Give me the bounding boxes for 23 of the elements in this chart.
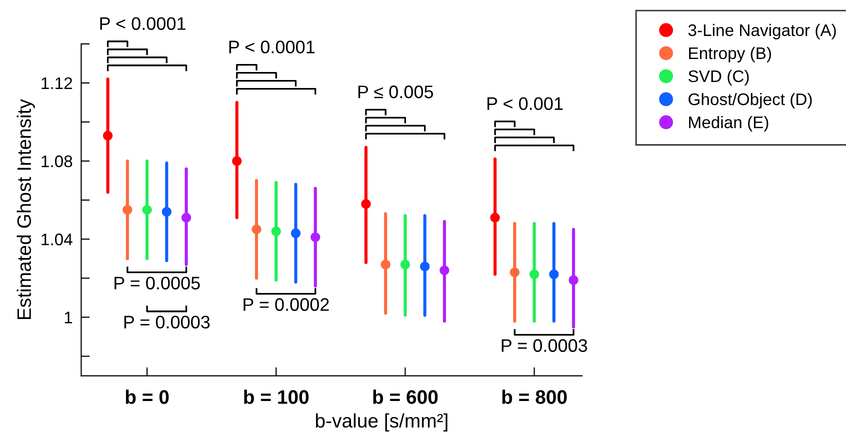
legend-label: Median (E) [689,116,768,132]
y-axis-title: Estimated Ghost Intensity [16,99,35,320]
x-tick-label: b = 100 [244,390,309,404]
legend-label: 3-Line Navigator (A) [688,24,836,40]
annotation: P < 0.001 [487,97,563,110]
x-tick-label: b = 0 [126,390,169,404]
y-tick-label: 1.04 [42,234,72,246]
x-axis-title: b-value [s/mm²] [316,413,448,432]
annotation: P = 0.0003 [502,339,588,352]
y-tick-label: 1.08 [42,155,72,168]
x-tick-label: b = 600 [373,390,438,404]
text: P < 0.0001 [100,17,186,30]
legend-label: SVD (C) [688,70,749,86]
annotation: P < 0.0001 [229,40,314,54]
legend-label: Ghost/Object (D) [688,92,812,109]
x-tick-label: b = 800 [502,390,567,404]
y-tick-label: 1.12 [42,77,72,89]
annotation: P = 0.0002 [244,298,329,311]
legend-label: Entropy (B) [689,46,771,62]
annotation: P = 0.0003 [124,316,210,329]
annotation: P ≤ 0.005 [358,86,434,98]
annotation: P = 0.0005 [114,276,200,290]
y-tick-label: 1 [64,312,72,324]
